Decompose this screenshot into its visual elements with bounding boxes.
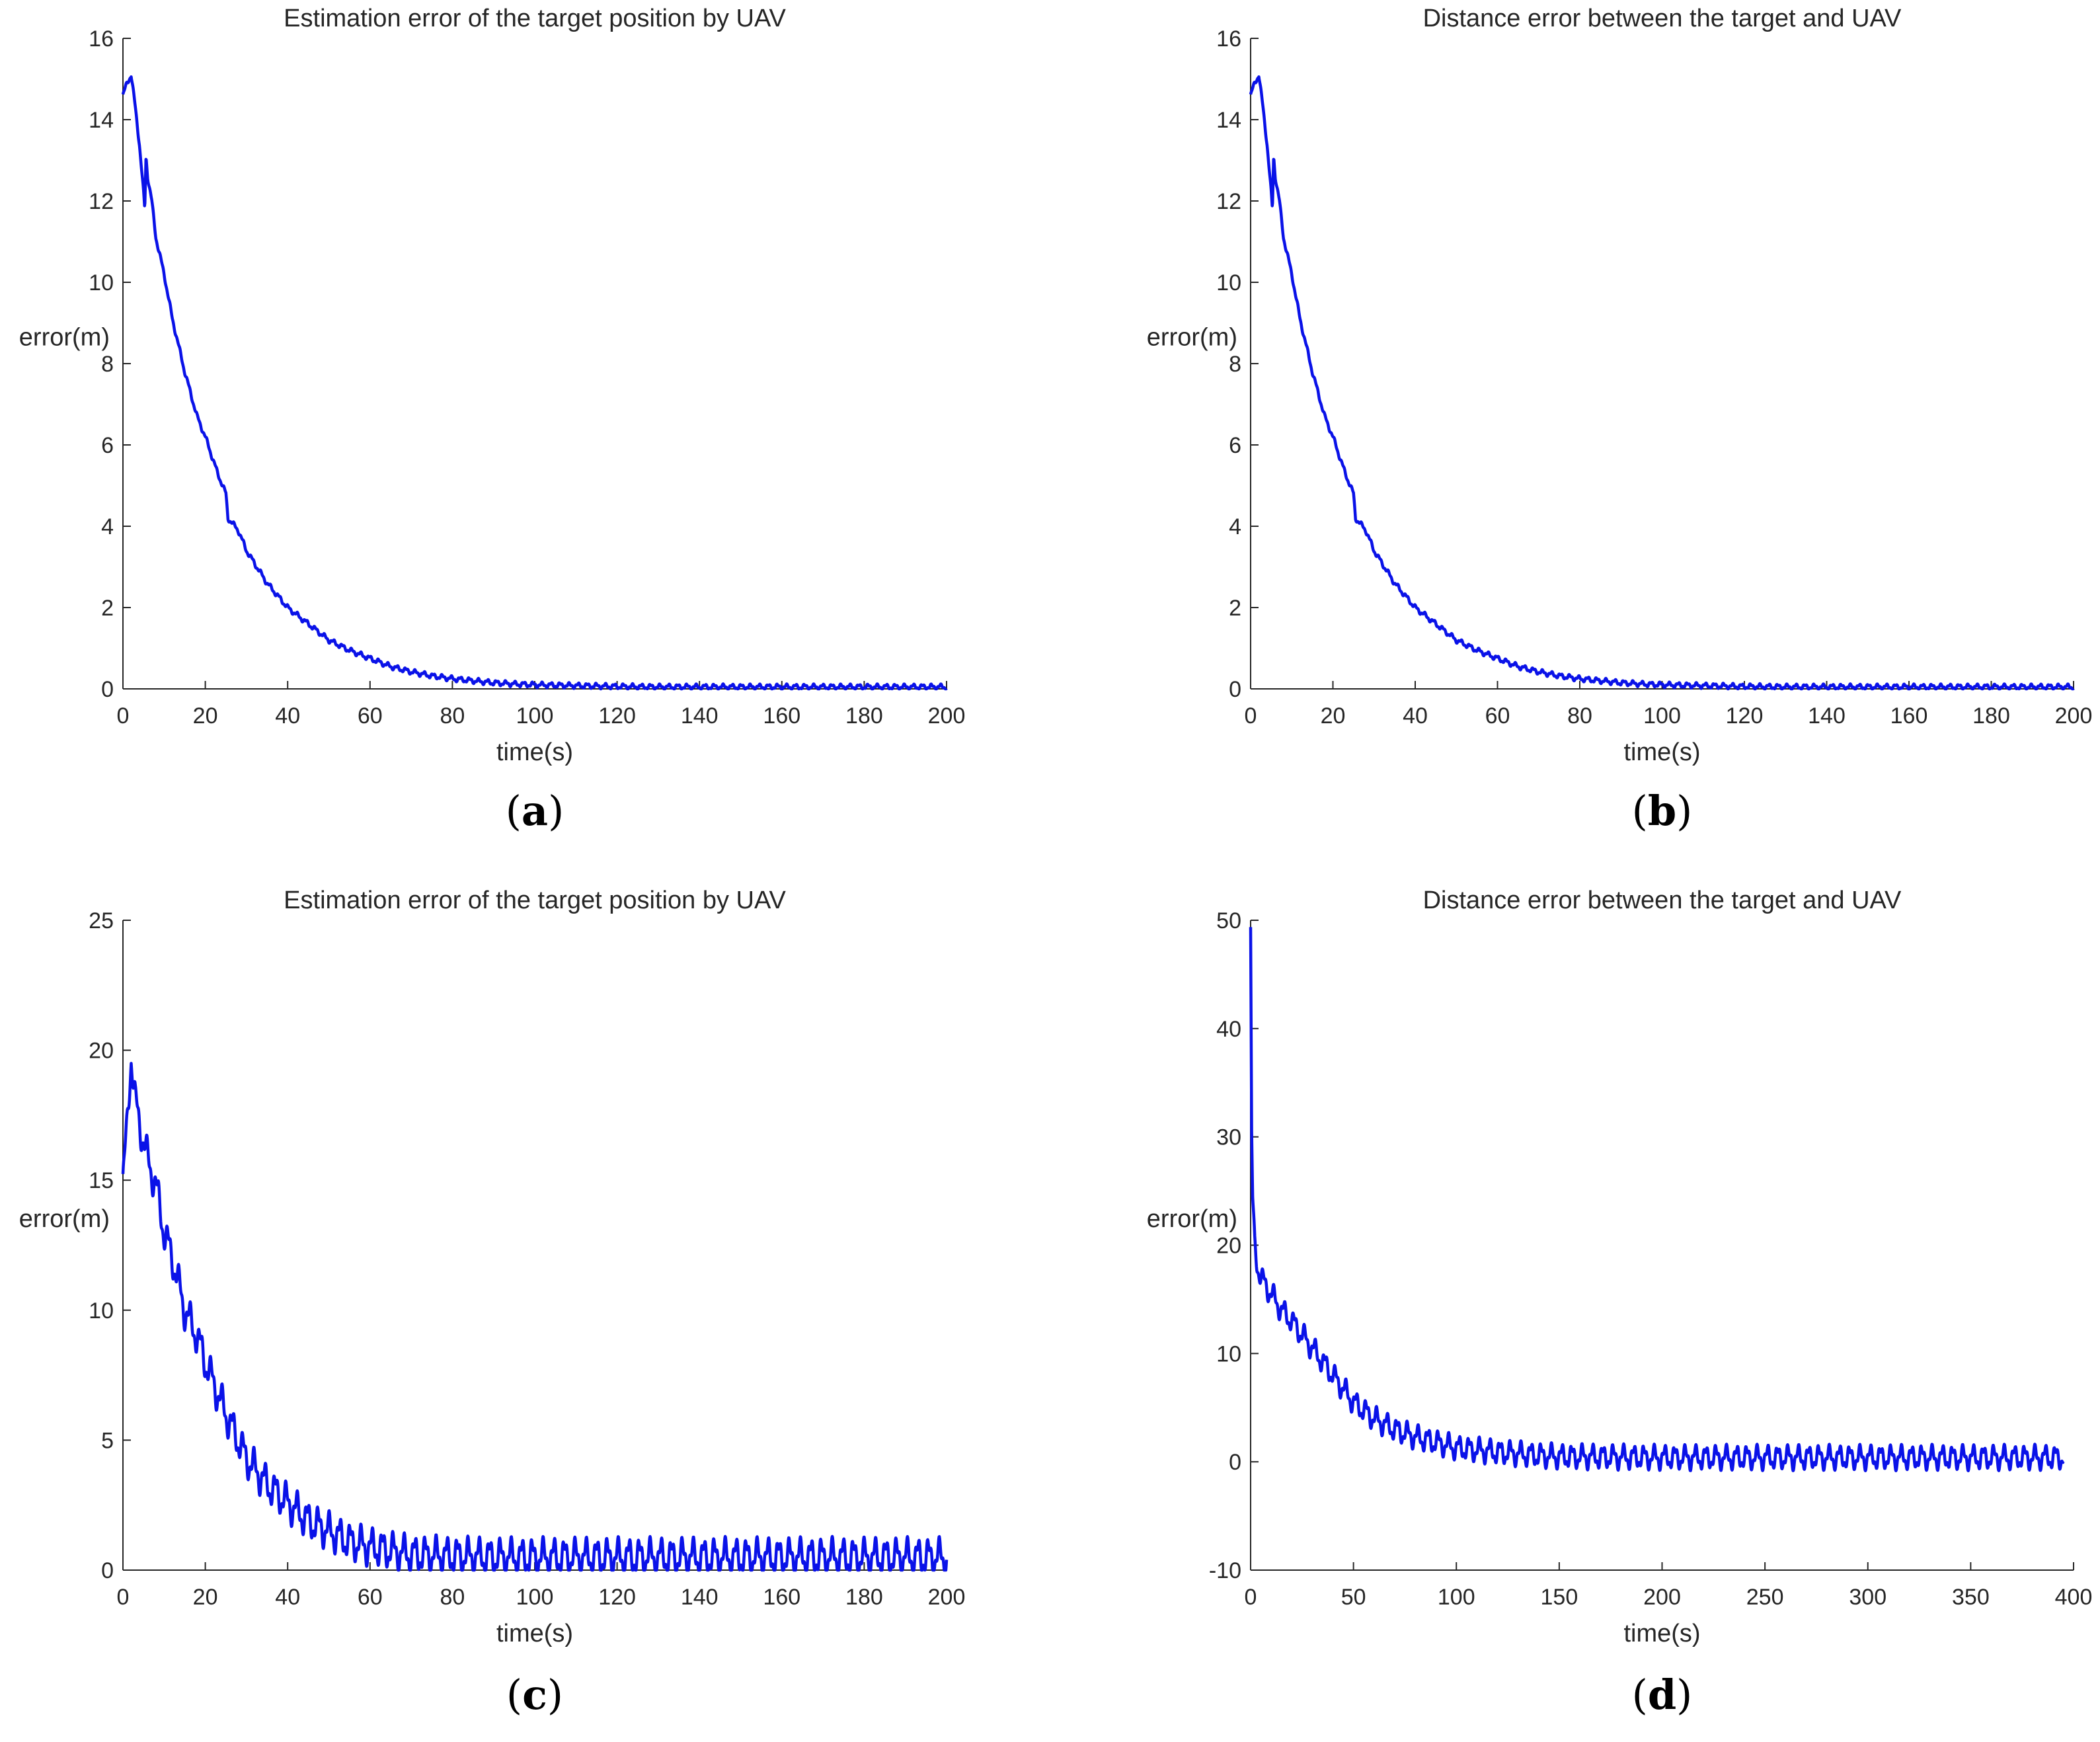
y-tick-label: 10 <box>89 270 114 296</box>
y-tick-label: 20 <box>1216 1234 1241 1259</box>
x-tick-label: 200 <box>2055 703 2093 729</box>
x-tick-label: 0 <box>1245 703 1257 729</box>
x-tick-label: 140 <box>1808 703 1846 729</box>
x-tick-label: 0 <box>1245 1585 1257 1610</box>
y-axis-label: error(m) <box>1147 323 1237 351</box>
y-tick-label: 2 <box>101 596 114 621</box>
x-tick-label: 120 <box>1726 703 1764 729</box>
x-tick-label: 60 <box>358 703 383 729</box>
x-tick-label: 20 <box>1321 703 1346 729</box>
x-tick-label: 200 <box>928 1585 966 1610</box>
x-tick-label: 80 <box>440 703 465 729</box>
y-tick-label: 14 <box>89 108 114 133</box>
y-tick-label: 25 <box>89 908 114 933</box>
y-tick-label: 2 <box>1229 596 1241 621</box>
y-tick-label: -10 <box>1209 1558 1241 1583</box>
series-line <box>1249 927 2065 1472</box>
x-tick-label: 120 <box>598 1585 636 1610</box>
y-tick-label: 40 <box>1216 1017 1241 1042</box>
y-tick-label: 10 <box>89 1298 114 1324</box>
x-tick-label: 80 <box>440 1585 465 1610</box>
x-axis-label: time(s) <box>496 1620 573 1647</box>
x-tick-label: 160 <box>763 1585 800 1610</box>
x-tick-label: 60 <box>1485 703 1510 729</box>
chart-panel-c: 0 20 40 60 80 100 120 140 160 180 200 0 5 10 15 20 25 Est… <box>19 887 966 1719</box>
x-tick-label: 350 <box>1952 1585 1990 1610</box>
x-tick-label: 20 <box>193 1585 218 1610</box>
y-tick-label: 16 <box>89 26 114 52</box>
x-tick-label: 120 <box>598 703 636 729</box>
y-tick-label: 0 <box>1229 677 1241 702</box>
chart-panel-a: 0 20 40 60 80 100 120 140 160 180 200 0 2 4 6 8 10 12 14 16… <box>19 5 966 835</box>
x-tick-label: 100 <box>1643 703 1681 729</box>
y-axis-label: error(m) <box>19 323 110 351</box>
y-tick-label: 14 <box>1216 108 1241 133</box>
x-tick-label: 140 <box>681 1585 719 1610</box>
y-tick-label: 8 <box>1229 352 1241 377</box>
y-tick-label: 0 <box>101 677 114 702</box>
y-tick-label: 5 <box>101 1428 114 1453</box>
subfigure-caption: (b) <box>1632 787 1693 835</box>
y-axis-label: error(m) <box>1147 1205 1237 1233</box>
chart-title: Distance error between the target and UA… <box>1423 887 1902 914</box>
x-tick-label: 200 <box>928 703 966 729</box>
y-tick-label: 4 <box>101 514 114 539</box>
x-axis-label: time(s) <box>496 738 573 766</box>
chart-title: Distance error between the target and UA… <box>1423 5 1902 32</box>
x-tick-label: 180 <box>845 1585 883 1610</box>
x-tick-label: 200 <box>1643 1585 1681 1610</box>
y-tick-label: 6 <box>1229 433 1241 458</box>
y-tick-label: 16 <box>1216 26 1241 52</box>
x-tick-label: 150 <box>1541 1585 1578 1610</box>
y-tick-label: 0 <box>1229 1450 1241 1475</box>
subfigure-caption: (d) <box>1632 1671 1693 1719</box>
y-tick-label: 10 <box>1216 1341 1241 1366</box>
x-tick-label: 180 <box>1972 703 2010 729</box>
y-tick-label: 12 <box>89 189 114 214</box>
x-tick-label: 160 <box>763 703 800 729</box>
y-axis-label: error(m) <box>19 1205 110 1233</box>
x-tick-label: 40 <box>275 1585 300 1610</box>
chart-panel-b: 0 20 40 60 80 100 120 140 160 180 200 0 2 4 6 8 10 12 14 16… <box>1147 5 2093 835</box>
subfigure-caption: (a) <box>506 787 564 835</box>
x-tick-label: 100 <box>516 1585 554 1610</box>
x-tick-label: 250 <box>1746 1585 1784 1610</box>
x-tick-label: 100 <box>1438 1585 1475 1610</box>
x-tick-label: 0 <box>117 1585 130 1610</box>
chart-title: Estimation error of the target position … <box>284 887 786 914</box>
y-tick-label: 50 <box>1216 908 1241 933</box>
x-axis-label: time(s) <box>1623 1620 1700 1647</box>
y-tick-label: 20 <box>89 1039 114 1064</box>
chart-title: Estimation error of the target position … <box>284 5 786 32</box>
x-tick-label: 40 <box>1403 703 1428 729</box>
y-tick-label: 8 <box>101 352 114 377</box>
series-line <box>121 75 948 691</box>
y-tick-label: 30 <box>1216 1125 1241 1150</box>
y-tick-label: 15 <box>89 1168 114 1193</box>
y-tick-label: 4 <box>1229 514 1241 539</box>
x-axis-label: time(s) <box>1623 738 1700 766</box>
x-tick-label: 80 <box>1567 703 1592 729</box>
y-tick-label: 6 <box>101 433 114 458</box>
subfigure-caption: (c) <box>506 1671 563 1719</box>
series-line <box>1249 75 2075 691</box>
x-tick-label: 400 <box>2055 1585 2093 1610</box>
x-tick-label: 20 <box>193 703 218 729</box>
x-tick-label: 50 <box>1341 1585 1366 1610</box>
x-tick-label: 0 <box>117 703 130 729</box>
y-tick-label: 0 <box>101 1558 114 1583</box>
chart-panel-d: 0 50 100 150 200 250 300 350 400-1001020304050Di… <box>1147 887 2093 1719</box>
y-tick-label: 12 <box>1216 189 1241 214</box>
x-tick-label: 40 <box>275 703 300 729</box>
series-line <box>121 1062 949 1572</box>
x-tick-label: 100 <box>516 703 554 729</box>
x-tick-label: 140 <box>681 703 719 729</box>
x-tick-label: 160 <box>1890 703 1928 729</box>
y-tick-label: 10 <box>1216 270 1241 296</box>
x-tick-label: 60 <box>358 1585 383 1610</box>
x-tick-label: 180 <box>845 703 883 729</box>
x-tick-label: 300 <box>1849 1585 1886 1610</box>
